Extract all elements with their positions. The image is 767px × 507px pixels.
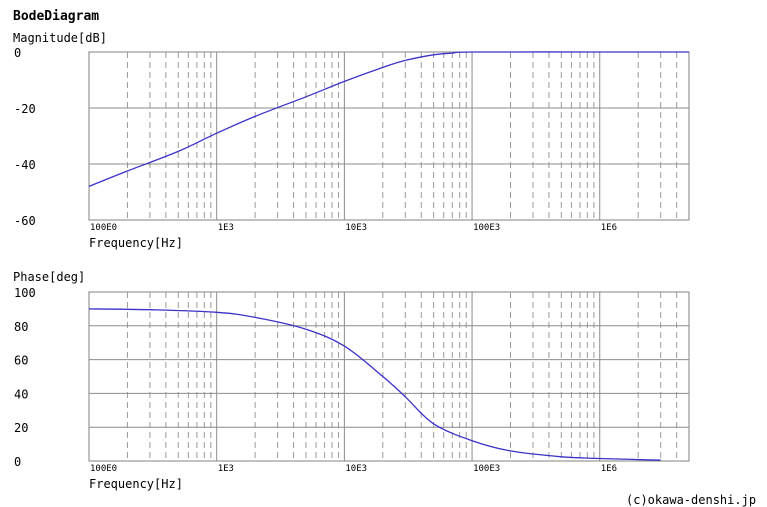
phase-series-line <box>88 308 661 461</box>
phase-ytick-label: 20 <box>14 421 28 435</box>
phase-xtick-label: 1E3 <box>218 464 234 474</box>
magnitude-ytick-label: -20 <box>14 102 36 116</box>
magnitude-ylabel: Magnitude[dB] <box>13 31 107 45</box>
magnitude-xtick-label: 10E3 <box>345 223 367 233</box>
phase-ylabel: Phase[deg] <box>13 270 85 284</box>
phase-xtick-label: 100E0 <box>90 464 117 474</box>
magnitude-plot-frame <box>88 51 690 221</box>
phase-ytick-label: 60 <box>14 354 28 368</box>
magnitude-xlabel: Frequency[Hz] <box>89 236 183 250</box>
phase-xtick-label: 1E6 <box>601 464 617 474</box>
magnitude-xtick-label: 100E0 <box>90 223 117 233</box>
magnitude-ytick-label: 0 <box>14 46 21 60</box>
phase-xtick-label: 10E3 <box>345 464 367 474</box>
phase-plot-frame <box>88 291 690 462</box>
phase-xtick-label: 100E3 <box>473 464 500 474</box>
phase-ytick-label: 100 <box>14 286 36 300</box>
magnitude-ytick-label: -60 <box>14 214 36 228</box>
magnitude-xtick-label: 1E6 <box>601 223 617 233</box>
page-title: BodeDiagram <box>13 9 100 24</box>
phase-ytick-label: 0 <box>14 455 21 469</box>
magnitude-ytick-label: -40 <box>14 158 36 172</box>
magnitude-xtick-label: 100E3 <box>473 223 500 233</box>
phase-ytick-label: 80 <box>14 320 28 334</box>
phase-ytick-label: 40 <box>14 387 28 401</box>
copyright-text: (c)okawa-denshi.jp <box>626 493 757 507</box>
phase-xlabel: Frequency[Hz] <box>89 477 183 491</box>
magnitude-series-line <box>88 51 689 188</box>
magnitude-xtick-label: 1E3 <box>218 223 234 233</box>
